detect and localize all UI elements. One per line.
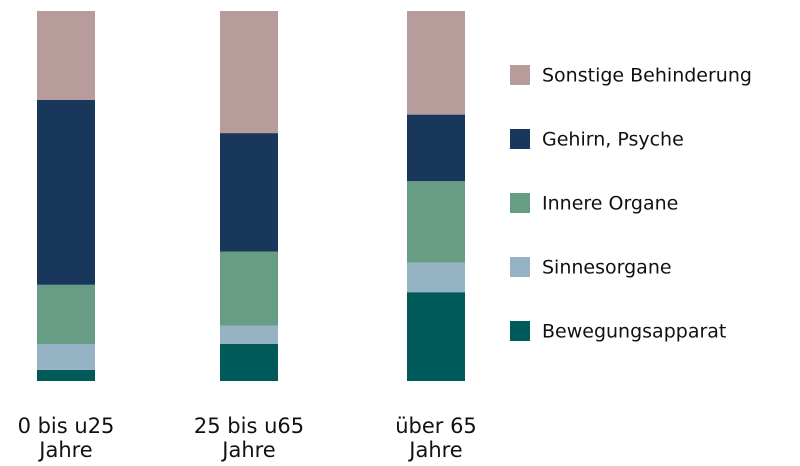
bar-segment — [37, 369, 95, 381]
bar-segment — [220, 133, 278, 252]
bar-segment — [407, 262, 465, 293]
x-tick-label: über 65 Jahre — [395, 414, 477, 462]
bar-segment — [407, 181, 465, 263]
legend-label: Innere Organe — [542, 193, 678, 215]
bar-segment — [220, 344, 278, 381]
bar-segment — [37, 99, 95, 285]
legend-label: Bewegungsapparat — [542, 321, 726, 343]
x-tick-label: 25 bis u65 Jahre — [193, 414, 305, 462]
legend-swatch — [510, 193, 530, 213]
bar-segment — [37, 11, 95, 100]
bar-segment — [220, 325, 278, 344]
bar-segment — [407, 114, 465, 182]
legend-swatch — [510, 129, 530, 149]
bar-segment — [37, 344, 95, 370]
legend-label: Gehirn, Psyche — [542, 129, 684, 151]
legend-swatch — [510, 65, 530, 85]
bar-segment — [407, 11, 465, 115]
bar-segment — [220, 11, 278, 134]
legend-label: Sinnesorgane — [542, 257, 672, 279]
bar-segment — [37, 284, 95, 344]
legend-label: Sonstige Behinderung — [542, 65, 752, 87]
legend-swatch — [510, 321, 530, 341]
bar-segment — [220, 251, 278, 326]
x-tick-label: 0 bis u25 Jahre — [17, 414, 115, 462]
bar-segment — [407, 292, 465, 381]
legend-swatch — [510, 257, 530, 277]
